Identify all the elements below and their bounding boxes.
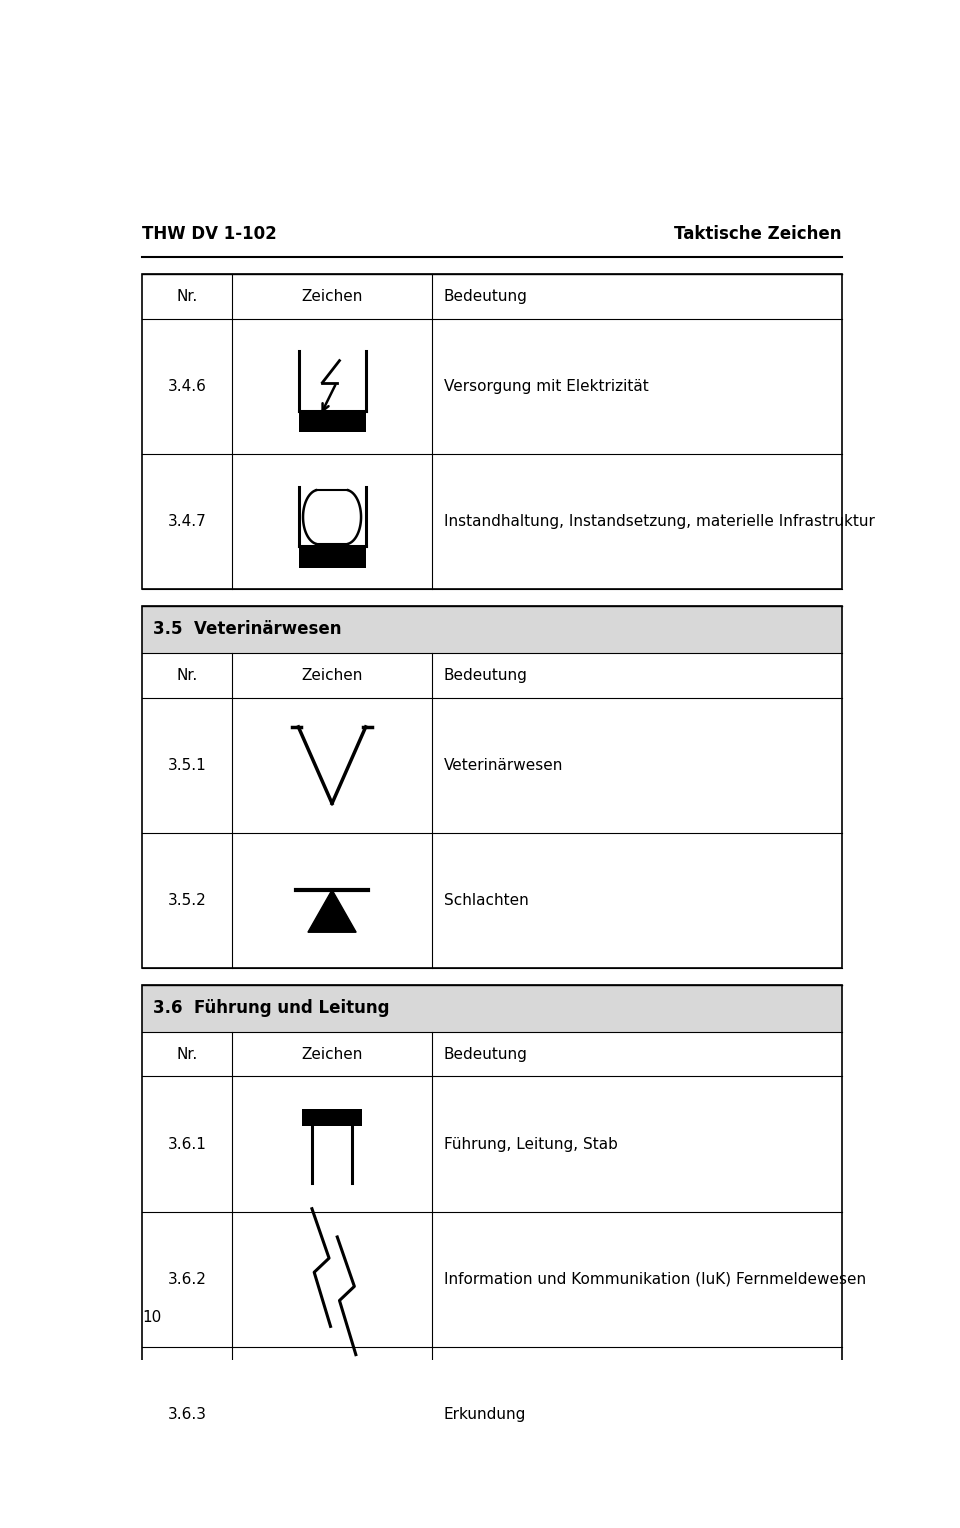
Bar bbox=[142, 984, 842, 1031]
Text: Nr.: Nr. bbox=[177, 289, 198, 304]
Text: Führung, Leitung, Stab: Führung, Leitung, Stab bbox=[444, 1137, 617, 1152]
Text: Zeichen: Zeichen bbox=[301, 1047, 363, 1062]
Text: Schlachten: Schlachten bbox=[444, 892, 528, 908]
Text: Nr.: Nr. bbox=[177, 1047, 198, 1062]
Text: Bedeutung: Bedeutung bbox=[444, 1047, 527, 1062]
Text: 3.5.1: 3.5.1 bbox=[168, 758, 206, 773]
Text: 3.6.3: 3.6.3 bbox=[167, 1407, 206, 1423]
Text: Erkundung: Erkundung bbox=[444, 1407, 526, 1423]
Bar bbox=[299, 547, 366, 567]
Bar bbox=[299, 411, 366, 432]
Text: Bedeutung: Bedeutung bbox=[444, 289, 527, 304]
Text: 3.6  Führung und Leitung: 3.6 Führung und Leitung bbox=[154, 999, 390, 1018]
Text: Taktische Zeichen: Taktische Zeichen bbox=[674, 225, 842, 243]
Text: 3.5  Veterinärwesen: 3.5 Veterinärwesen bbox=[154, 620, 342, 639]
Bar bbox=[142, 605, 842, 652]
Text: Nr.: Nr. bbox=[177, 668, 198, 683]
Text: 3.4.6: 3.4.6 bbox=[168, 379, 206, 394]
Text: 3.4.7: 3.4.7 bbox=[168, 513, 206, 529]
Text: Bedeutung: Bedeutung bbox=[444, 668, 527, 683]
Text: 3.5.2: 3.5.2 bbox=[168, 892, 206, 908]
Text: THW DV 1-102: THW DV 1-102 bbox=[142, 225, 277, 243]
Text: Zeichen: Zeichen bbox=[301, 668, 363, 683]
Bar bbox=[142, 605, 842, 969]
Text: Instandhaltung, Instandsetzung, materielle Infrastruktur: Instandhaltung, Instandsetzung, materiel… bbox=[444, 513, 875, 529]
Text: Information und Kommunikation (IuK) Fernmeldewesen: Information und Kommunikation (IuK) Fern… bbox=[444, 1271, 866, 1287]
Polygon shape bbox=[308, 889, 356, 932]
Bar bbox=[302, 1109, 362, 1126]
Text: 10: 10 bbox=[142, 1309, 161, 1325]
Bar bbox=[142, 984, 842, 1528]
Text: 3.6.1: 3.6.1 bbox=[168, 1137, 206, 1152]
Bar bbox=[142, 274, 842, 590]
Text: Zeichen: Zeichen bbox=[301, 289, 363, 304]
Text: Veterinärwesen: Veterinärwesen bbox=[444, 758, 563, 773]
Text: 3.6.2: 3.6.2 bbox=[168, 1271, 206, 1287]
Text: Versorgung mit Elektrizität: Versorgung mit Elektrizität bbox=[444, 379, 648, 394]
